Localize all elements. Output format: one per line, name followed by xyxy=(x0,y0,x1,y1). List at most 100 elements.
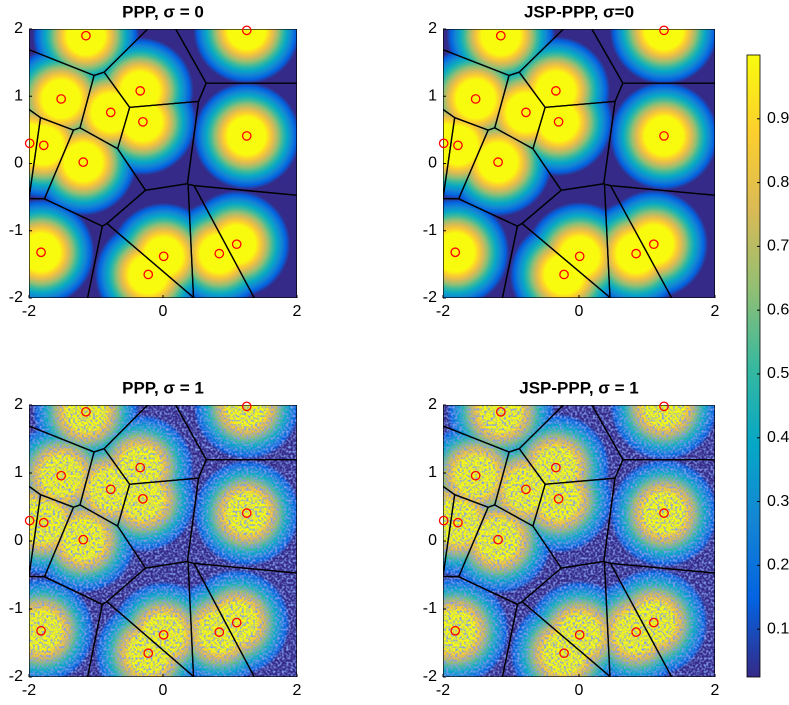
point xyxy=(158,251,169,262)
point xyxy=(450,625,461,636)
y-tick-label: 1 xyxy=(428,87,437,104)
voronoi-edge xyxy=(187,561,256,677)
voronoi-edge xyxy=(501,222,611,298)
y-tick-label: -2 xyxy=(9,289,23,306)
voronoi-cell xyxy=(188,184,255,298)
colorbar-tick-label: 0.9 xyxy=(767,110,789,127)
point xyxy=(241,508,252,518)
point xyxy=(553,493,564,504)
point xyxy=(78,534,89,545)
y-tick-label: -1 xyxy=(423,222,437,239)
chart-title: JSP-PPP, σ=0 xyxy=(524,2,634,21)
y-tick-label: -2 xyxy=(423,289,437,306)
voronoi-edge xyxy=(603,183,673,298)
point xyxy=(138,116,148,127)
y-tick-label: 2 xyxy=(428,20,437,37)
voronoi-cell xyxy=(443,49,510,131)
x-tick-label: 0 xyxy=(159,303,168,320)
voronoi-cell xyxy=(591,29,715,84)
point xyxy=(659,508,669,518)
point xyxy=(553,116,564,127)
point xyxy=(470,470,481,481)
voronoi-cell xyxy=(29,29,148,76)
point xyxy=(470,94,481,104)
voronoi-edge xyxy=(29,197,104,298)
colorbar-tick-label: 0.8 xyxy=(767,174,789,191)
x-tick-label: -2 xyxy=(22,303,36,320)
point xyxy=(521,107,531,118)
panel: -2 0 2 -2 -1 0 1 2 PPP, σ = 1 xyxy=(9,378,302,699)
point xyxy=(158,629,169,640)
voronoi-cell xyxy=(522,183,610,298)
point xyxy=(493,534,503,545)
point xyxy=(24,515,35,526)
voronoi-cell xyxy=(443,198,518,298)
voronoi-cell xyxy=(610,185,715,298)
point xyxy=(56,94,67,104)
colorbar-tick-label: 0.4 xyxy=(767,429,789,446)
point xyxy=(495,30,506,41)
panel: -2 0 2 -2 -1 0 1 2 JSP-PPP, σ=0 xyxy=(423,2,720,320)
point xyxy=(493,157,503,168)
y-tick-label: 2 xyxy=(14,396,23,413)
voronoi-cell xyxy=(44,127,146,227)
noise-overlay xyxy=(443,405,715,677)
point xyxy=(453,140,463,151)
y-tick-label: 1 xyxy=(14,87,23,104)
point xyxy=(241,401,252,412)
noise-overlay xyxy=(29,405,297,677)
point xyxy=(559,648,569,659)
point xyxy=(81,406,91,417)
chart-title: PPP, σ = 0 xyxy=(122,2,204,21)
voronoi-edge xyxy=(603,561,673,677)
point xyxy=(214,248,225,259)
voronoi-cell xyxy=(519,29,623,108)
voronoi-cell xyxy=(29,49,95,131)
x-tick-label: 2 xyxy=(293,682,302,699)
y-tick-label: 1 xyxy=(428,464,437,481)
chart-title: JSP-PPP, σ = 1 xyxy=(519,378,639,397)
x-tick-label: 2 xyxy=(711,303,720,320)
point xyxy=(574,251,585,262)
voronoi-cell xyxy=(502,223,611,298)
voronoi-cell xyxy=(458,127,562,227)
x-tick-label: 0 xyxy=(575,682,584,699)
voronoi-edge xyxy=(187,183,256,298)
voronoi-edge xyxy=(86,600,195,677)
point xyxy=(56,470,67,481)
point xyxy=(241,131,252,141)
voronoi-cell xyxy=(532,101,616,191)
y-tick-label: 0 xyxy=(428,155,437,172)
voronoi-cell xyxy=(29,198,103,298)
point xyxy=(438,138,449,149)
y-tick-label: 0 xyxy=(14,155,23,172)
voronoi-cell xyxy=(443,29,564,76)
voronoi-cell xyxy=(29,117,74,199)
voronoi-cell xyxy=(604,184,672,298)
point xyxy=(138,493,148,504)
colorbar-tick-label: 0.3 xyxy=(767,493,789,510)
point xyxy=(105,107,116,118)
point xyxy=(631,627,641,637)
colorbar-tick-label: 0.1 xyxy=(767,620,789,637)
point xyxy=(36,625,46,636)
point xyxy=(659,401,669,412)
voronoi-cell xyxy=(104,29,207,108)
y-tick-label: 2 xyxy=(14,20,23,37)
point xyxy=(659,25,669,36)
voronoi-edge xyxy=(443,575,519,677)
y-tick-label: -2 xyxy=(423,668,437,685)
point xyxy=(450,247,461,258)
point xyxy=(631,248,641,259)
x-tick-label: 0 xyxy=(159,682,168,699)
point xyxy=(559,269,569,280)
voronoi-cell xyxy=(87,223,194,298)
y-tick-label: -1 xyxy=(9,222,23,239)
colorbar-tick-label: 0.7 xyxy=(767,238,789,255)
voronoi-edge xyxy=(192,562,297,677)
x-tick-label: -2 xyxy=(436,682,450,699)
voronoi-cell xyxy=(187,83,297,196)
point xyxy=(38,517,49,528)
panel: -2 0 2 -2 -1 0 1 2 PPP, σ = 0 xyxy=(9,2,302,320)
point xyxy=(648,239,659,250)
